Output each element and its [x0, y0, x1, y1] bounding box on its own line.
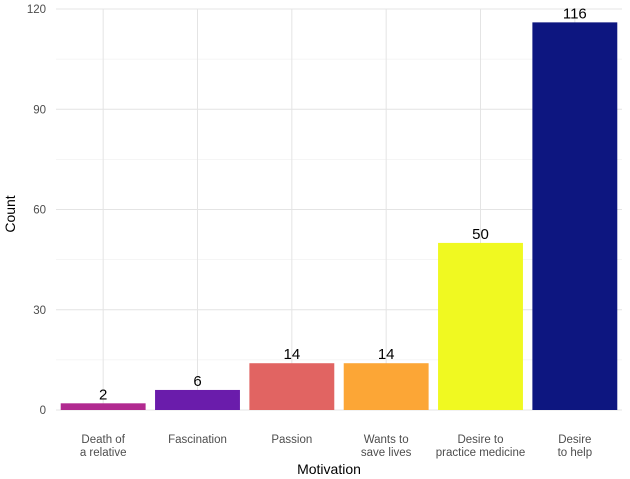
x-tick-label: Desire to practice medicine — [436, 434, 525, 459]
bar-value-label: 2 — [99, 386, 107, 403]
bars — [60, 22, 618, 410]
bar-value-label: 50 — [472, 226, 489, 243]
x-tick-label-line: Death of — [81, 434, 125, 446]
x-axis-ticks: Death of a relative Fascination Passion Want… — [80, 434, 592, 459]
y-tick-label: 0 — [40, 405, 46, 417]
bar-value-label: 14 — [378, 346, 395, 363]
y-axis-ticks: 0 30 60 90 120 — [27, 4, 46, 417]
x-tick-label-line: Wants to — [364, 434, 409, 446]
x-tick-label-line: a relative — [80, 447, 127, 459]
x-tick-label-line: Fascination — [168, 434, 227, 446]
y-tick-label: 90 — [33, 104, 46, 116]
x-tick-label: Death of a relative — [80, 434, 127, 459]
x-tick-label: Passion — [271, 434, 312, 446]
x-tick-label-line: Desire — [558, 434, 591, 446]
bar — [60, 403, 146, 410]
x-tick-label: Wants to save lives — [361, 434, 412, 459]
x-tick-label-line: practice medicine — [436, 447, 525, 459]
bar — [343, 363, 429, 410]
bar-value-label: 6 — [193, 373, 201, 390]
x-tick-label: Fascination — [168, 434, 227, 446]
x-tick-label-line: to help — [558, 447, 593, 459]
x-tick-label-line: Passion — [271, 434, 312, 446]
bar — [155, 389, 240, 410]
y-tick-label: 30 — [33, 305, 46, 317]
x-tick-label-line: save lives — [361, 447, 412, 459]
bar-value-label: 14 — [283, 346, 300, 363]
y-tick-label: 120 — [27, 4, 46, 16]
x-tick-label-line: Desire to — [457, 434, 503, 446]
bar — [532, 22, 618, 410]
bar-value-labels: 2 6 14 14 50 116 — [99, 5, 587, 403]
x-tick-label: Desire to help — [558, 434, 593, 459]
y-axis-title: Count — [2, 195, 18, 232]
x-axis-title: Motivation — [297, 461, 361, 477]
bar — [249, 363, 335, 410]
y-tick-label: 60 — [33, 205, 46, 217]
bar-value-label: 116 — [563, 5, 587, 22]
bar — [438, 242, 523, 410]
